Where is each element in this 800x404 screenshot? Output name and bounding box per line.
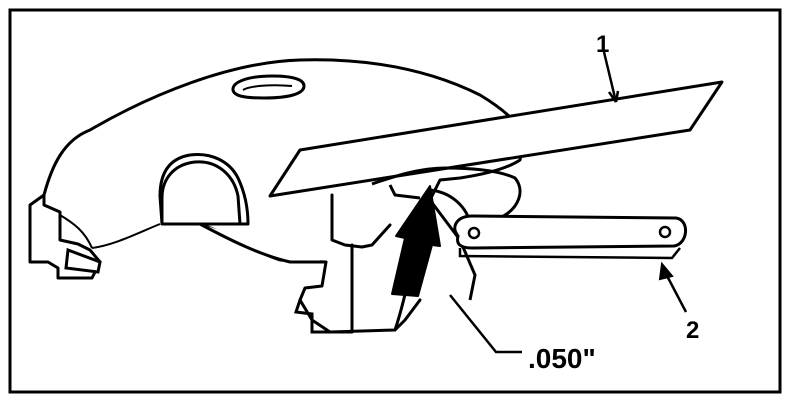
callout-1-leader (602, 51, 618, 103)
housing-edge-detail (59, 214, 161, 249)
callout-2-leader (663, 271, 688, 313)
pivot-assembly (371, 166, 522, 301)
feeler-gauge (453, 214, 687, 260)
callout-2-arrowhead (658, 261, 674, 281)
housing-top-slot (231, 74, 306, 100)
housing-bottom-tab (293, 299, 352, 334)
dimension-leader-line (449, 294, 522, 354)
dimension-label: .050" (528, 343, 596, 374)
callout-label-2: 2 (686, 317, 699, 344)
measurement-arrow (391, 185, 441, 297)
housing-arch-opening (160, 160, 242, 225)
straightedge (268, 80, 724, 198)
callout-label-1: 1 (596, 31, 609, 58)
